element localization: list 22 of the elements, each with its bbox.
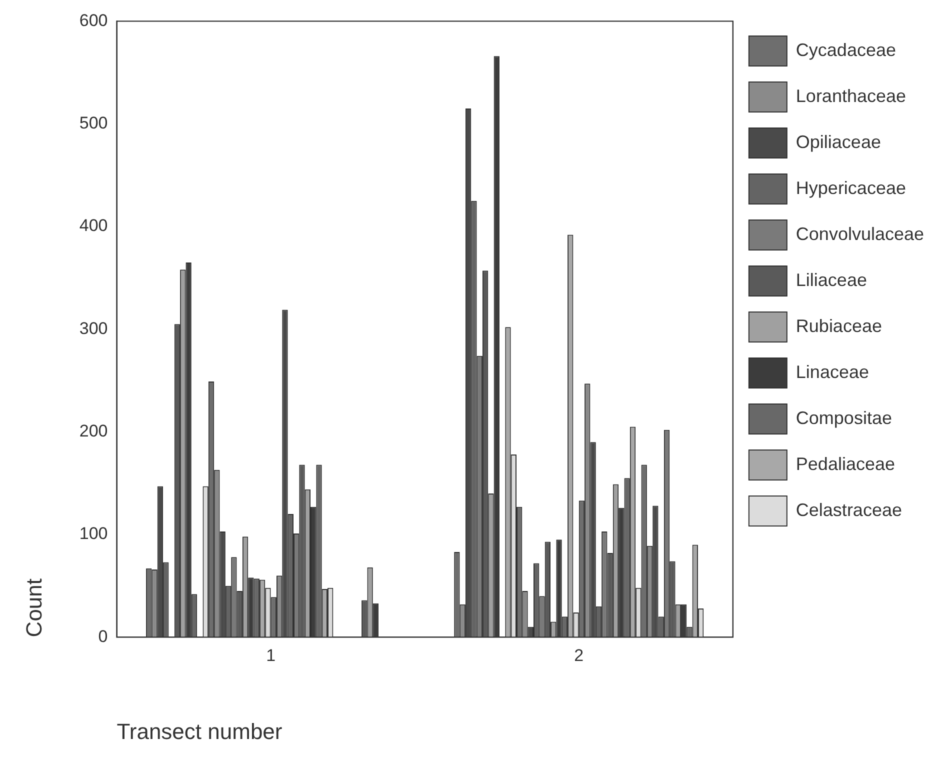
y-tick-label: 400 [79, 216, 108, 236]
y-tick-label: 200 [79, 422, 108, 441]
x-tick-label: 1 [266, 646, 276, 666]
legend-label: Linaceae [796, 362, 869, 382]
y-axis-title: Count [21, 578, 46, 638]
x-tick-label: 2 [574, 646, 584, 666]
legend-label: Pedaliaceae [796, 454, 896, 474]
legend-label: Cycadaceae [796, 40, 896, 60]
y-tick-label: 600 [79, 10, 108, 30]
legend-label: Convolvulaceae [796, 224, 924, 244]
y-tick-label: 500 [79, 114, 108, 133]
y-tick-label: 100 [79, 524, 108, 544]
y-tick-label: 300 [79, 318, 108, 338]
legend-label: Celastraceae [796, 500, 902, 520]
legend-label: Opiliaceae [796, 132, 881, 152]
legend-label: Rubiaceae [796, 316, 882, 336]
legend-label: Loranthaceae [796, 86, 906, 106]
legend-label: Compositae [796, 408, 892, 428]
x-axis-title: Transect number [116, 718, 282, 744]
legend-label: Liliaceae [796, 270, 867, 290]
y-tick-label: 0 [98, 626, 108, 646]
legend-label: Hypericaceae [796, 178, 906, 198]
